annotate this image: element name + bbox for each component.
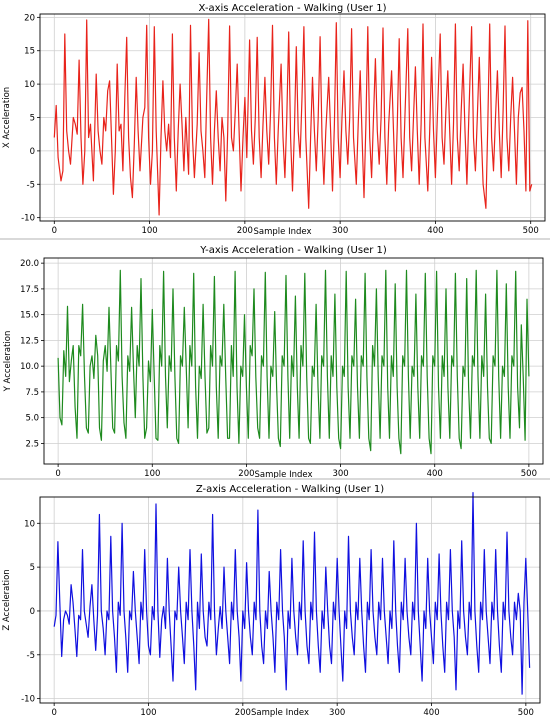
y-tick-label: 0 bbox=[30, 147, 35, 157]
x-tick-label: 500 bbox=[521, 469, 537, 478]
z-acceleration-chart: 0 100 200 300 400 500 -10 -5 0 5 10 Z-axis Accelera… bbox=[0, 480, 550, 721]
y-tick-label: -10 bbox=[21, 695, 35, 705]
x-tick-label: 400 bbox=[427, 226, 443, 236]
z-acceleration-series-line bbox=[53, 492, 531, 695]
y-acceleration-series-line bbox=[57, 269, 530, 455]
y-axis-label: X Acceleration bbox=[2, 87, 12, 148]
y-tick-label: -10 bbox=[21, 214, 35, 224]
y-tick-label: 15 bbox=[24, 47, 35, 57]
plot-frame bbox=[39, 496, 541, 704]
y-tick-label: 12.5 bbox=[20, 336, 39, 346]
panel-divider bbox=[0, 478, 550, 480]
x-acceleration-plot: 0 100 200 300 400 500 -10 -5 0 5 10 15 20 X-axis Acce… bbox=[2, 3, 546, 237]
x-tick-label: 100 bbox=[141, 226, 157, 236]
chart-title: Y-axis Acceleration - Walking (User 1) bbox=[199, 245, 387, 256]
y-tick-label: 0 bbox=[30, 607, 35, 617]
x-acceleration-series-line bbox=[53, 18, 533, 216]
x-tick-label: 500 bbox=[523, 226, 539, 236]
chart-title: Z-axis Acceleration - Walking (User 1) bbox=[196, 484, 384, 495]
y-tick-label: 5.0 bbox=[25, 414, 39, 424]
x-acceleration-chart: 0 100 200 300 400 500 -10 -5 0 5 10 15 20 X-axis Acce… bbox=[0, 0, 550, 238]
x-tick-label: 300 bbox=[329, 708, 345, 718]
x-tick-label: 200 bbox=[235, 708, 251, 718]
y-tick-label: -5 bbox=[27, 180, 35, 190]
x-tick-label: 300 bbox=[332, 226, 348, 236]
x-axis-label: Sample Index bbox=[254, 227, 312, 237]
y-tick-label: 15.0 bbox=[20, 311, 39, 321]
x-axis-label: Sample Index bbox=[255, 470, 313, 478]
y-tick-label: 20.0 bbox=[20, 259, 39, 269]
x-tick-label: 0 bbox=[52, 226, 57, 236]
y-tick-label: 17.5 bbox=[20, 285, 39, 295]
y-acceleration-plot: 0 100 200 300 400 500 2.5 5.0 7.5 10.0 12.5 15.0 17.… bbox=[3, 245, 544, 478]
y-axis-label: Y Acceleration bbox=[3, 331, 13, 393]
y-axis-label: Z Acceleration bbox=[2, 569, 12, 630]
y-tick-label: 20 bbox=[24, 13, 35, 23]
y-tick-label: 5 bbox=[30, 563, 35, 573]
chart-title: X-axis Acceleration - Walking (User 1) bbox=[198, 3, 386, 14]
y-tick-label: 5 bbox=[30, 114, 35, 124]
x-tick-label: 400 bbox=[423, 708, 439, 718]
x-tick-label: 100 bbox=[140, 708, 156, 718]
y-tick-label: -5 bbox=[27, 651, 35, 661]
y-tick-label: 10 bbox=[24, 519, 35, 529]
x-tick-label: 400 bbox=[427, 469, 443, 478]
plot-frame bbox=[43, 257, 544, 465]
x-tick-label: 0 bbox=[55, 469, 60, 478]
y-tick-label: 10 bbox=[24, 80, 35, 90]
y-tick-label: 10.0 bbox=[20, 362, 39, 372]
panel-divider bbox=[0, 238, 550, 240]
z-acceleration-plot: 0 100 200 300 400 500 -10 -5 0 5 10 Z-axis Accelera… bbox=[2, 484, 541, 718]
x-tick-label: 0 bbox=[51, 708, 56, 718]
x-axis-label: Sample Index bbox=[251, 708, 309, 718]
y-tick-label: 7.5 bbox=[25, 388, 39, 398]
x-tick-label: 200 bbox=[237, 226, 253, 236]
y-acceleration-chart: 0 100 200 300 400 500 2.5 5.0 7.5 10.0 12.5 15.0 17.… bbox=[0, 240, 550, 478]
x-tick-label: 200 bbox=[238, 469, 254, 478]
x-tick-label: 500 bbox=[518, 708, 534, 718]
x-tick-label: 100 bbox=[144, 469, 160, 478]
x-tick-label: 300 bbox=[332, 469, 348, 478]
y-tick-label: 2.5 bbox=[25, 439, 39, 449]
